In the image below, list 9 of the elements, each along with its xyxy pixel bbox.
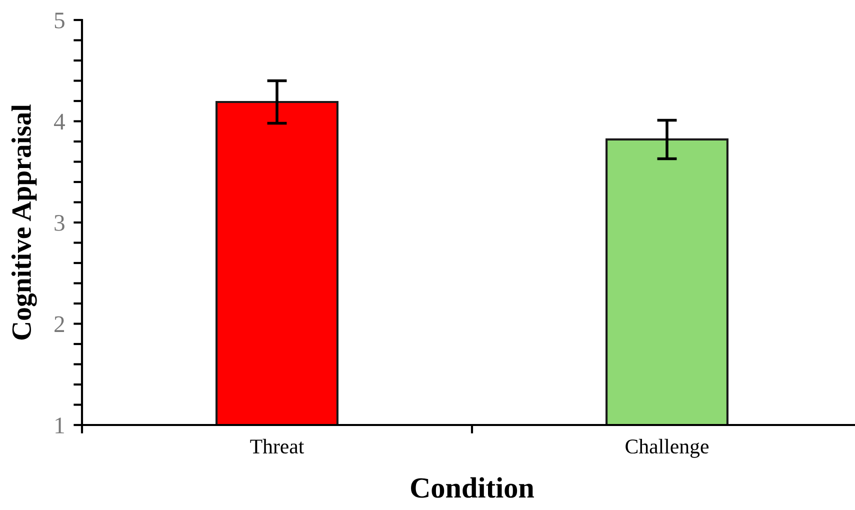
y-tick-label: 2 xyxy=(54,316,64,332)
y-tick-label: 3 xyxy=(54,215,64,231)
x-tick-label: Threat xyxy=(250,438,304,454)
y-tick-label: 4 xyxy=(54,114,65,130)
y-axis-title: Cognitive Appraisal xyxy=(11,104,37,340)
y-tick-label: 1 xyxy=(56,418,64,434)
y-tick-label: 5 xyxy=(54,12,64,28)
x-tick-label: Challenge xyxy=(626,438,709,458)
x-axis-title: Condition xyxy=(411,477,534,498)
